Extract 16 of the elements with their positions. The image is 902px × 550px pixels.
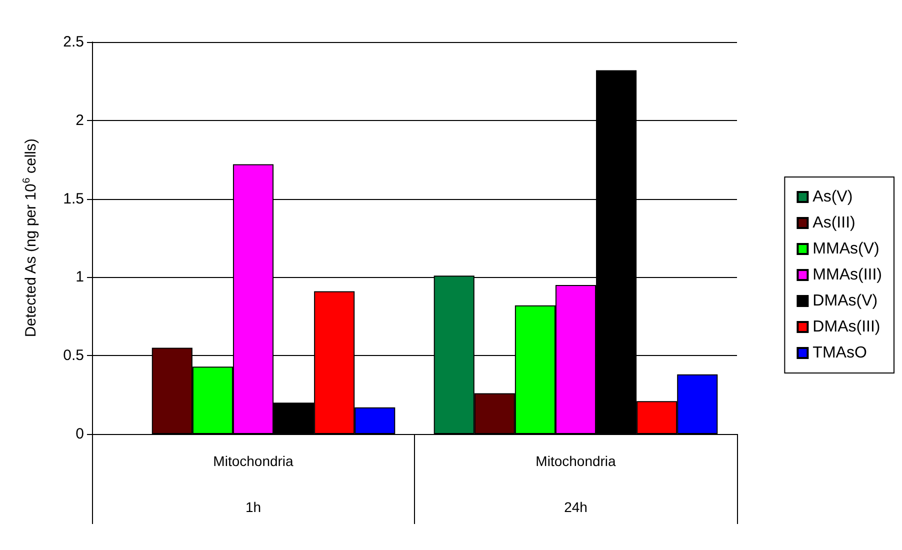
y-tick-label: 1 xyxy=(76,268,84,286)
y-tick-label: 2 xyxy=(76,112,84,129)
y-tick-label: 0 xyxy=(76,426,84,442)
legend-label: As(V) xyxy=(812,188,853,206)
legend-label: As(III) xyxy=(812,214,856,232)
legend-label: DMAs(V) xyxy=(812,292,878,310)
legend-label: TMAsO xyxy=(812,344,867,362)
category-label: Mitochondria 24h xyxy=(536,453,616,515)
legend-label: MMAs(III) xyxy=(812,266,882,284)
category-label: Mitochondria 1h xyxy=(213,453,294,515)
y-tick-label: 1.5 xyxy=(63,190,84,208)
y-tick-label: 0.5 xyxy=(63,347,84,364)
y-tick-label: 2.5 xyxy=(63,34,84,50)
legend-label: DMAs(III) xyxy=(812,318,880,336)
legend-label: MMAs(V) xyxy=(812,240,880,258)
y-axis-title: Detected As (ng per 106 cells) xyxy=(22,138,40,338)
